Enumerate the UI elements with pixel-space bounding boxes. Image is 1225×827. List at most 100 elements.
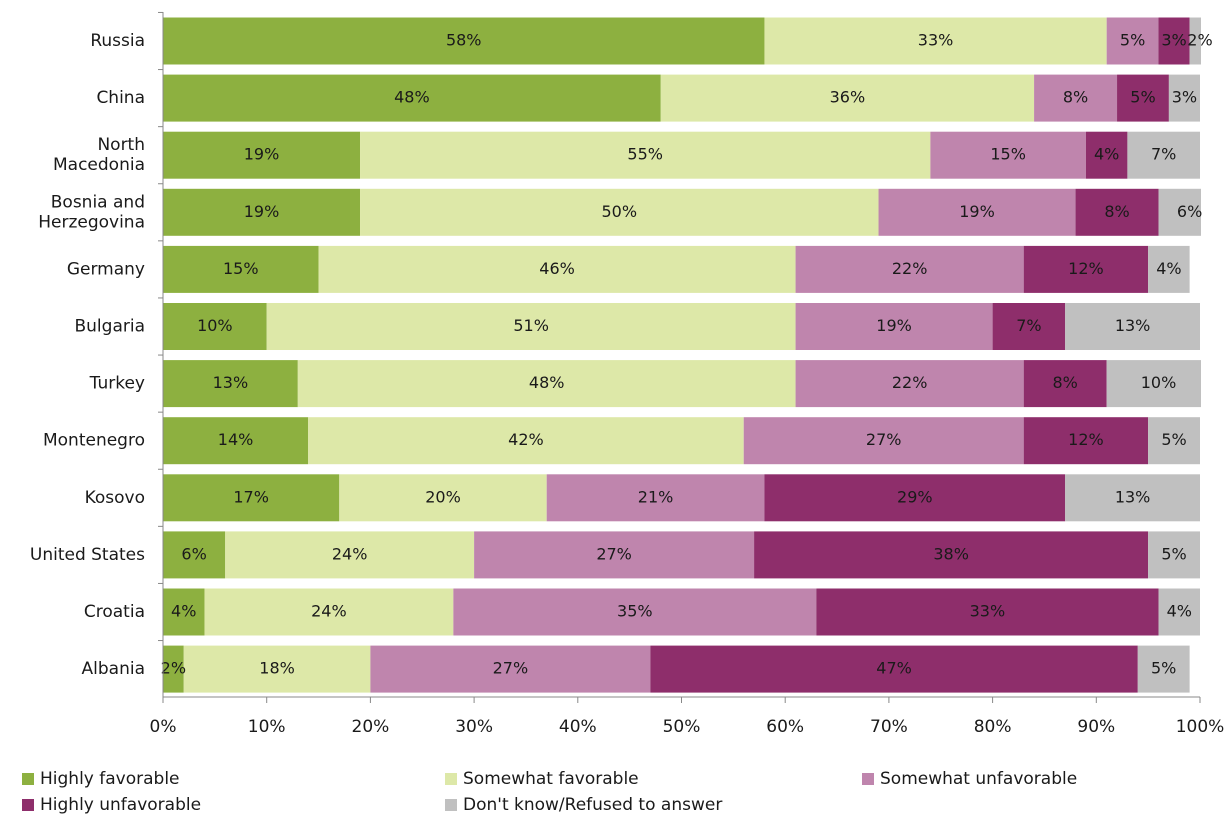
x-tick-label: 10% [248,717,286,737]
data-label: 19% [244,145,280,164]
data-label: 10% [1141,373,1177,392]
bar-segment [992,303,1066,350]
bar-segment [308,417,744,465]
data-label: 18% [259,659,295,678]
bar-segment [163,74,661,122]
bar-segment [163,645,184,693]
bar-segment [163,131,361,179]
data-label: 21% [638,487,674,506]
bar-segment [1148,531,1200,579]
plot-area [163,17,1201,693]
data-label: 8% [1063,88,1088,107]
bar-segment [163,531,226,579]
bar-segment [1117,74,1169,122]
legend-swatch [862,773,874,785]
data-label: 7% [1016,316,1041,335]
data-label: 19% [244,202,280,221]
bar-segment [1085,131,1128,179]
legend-swatch [445,773,457,785]
data-label: 36% [830,88,866,107]
bar-segment [1189,17,1201,65]
legend-label: Somewhat favorable [463,769,639,789]
bar-segment [339,474,547,522]
data-label: 20% [425,487,461,506]
bar-segment [1148,245,1190,293]
bar-segment [360,188,879,236]
bar-segment [163,417,309,465]
bar-segment [183,645,371,693]
bar-segment [546,474,765,522]
bar-segment [1158,188,1201,236]
bar-segment [1065,474,1200,522]
data-label: 33% [970,602,1006,621]
bar-segment [1127,131,1200,179]
data-label: 29% [897,487,933,506]
bar-segment [650,645,1138,693]
bar-segment [1023,360,1107,408]
data-label: 10% [197,316,233,335]
bar-segment [878,188,1076,236]
bar-segment [660,74,1035,122]
data-label: 13% [1115,487,1151,506]
legend-label: Highly favorable [40,769,180,789]
data-label: 19% [959,202,995,221]
data-label: 22% [892,259,928,278]
x-tick-label: 80% [974,717,1012,737]
data-label: 27% [596,544,632,563]
data-label: 8% [1052,373,1077,392]
bar-segment [163,303,267,350]
bar-segment [297,360,796,408]
legend-label: Don't know/Refused to answer [463,795,722,815]
y-tick-label: North Macedonia [53,135,145,175]
bar-segment [163,474,340,522]
bar-segment [764,474,1066,522]
bar-segment [1168,74,1200,122]
data-label: 17% [233,487,269,506]
data-label: 22% [892,373,928,392]
legend-swatch [445,799,457,811]
bar-segment [1158,588,1200,636]
bar-segment [1023,417,1149,465]
bar-segment [1158,17,1190,65]
data-label: 38% [933,544,969,563]
data-label: 7% [1151,145,1176,164]
bar-segment [1106,17,1159,65]
data-label: 8% [1104,202,1129,221]
legend-label: Highly unfavorable [40,795,201,815]
data-label: 15% [223,259,259,278]
data-label: 3% [1161,31,1186,50]
x-tick-label: 40% [559,717,597,737]
bar-segment [474,531,755,579]
y-tick-label: Kosovo [85,488,145,508]
x-tick-label: 20% [352,717,390,737]
bar-segment [204,588,454,636]
y-tick-label: Albania [82,659,145,679]
bar-segment [1065,303,1200,350]
data-label: 51% [513,316,549,335]
data-label: 58% [446,31,482,50]
y-tick-label: Montenegro [43,431,145,451]
data-label: 48% [529,373,565,392]
bar-segment [163,360,298,408]
data-label: 13% [1115,316,1151,335]
bar-segment [370,645,651,693]
y-tick-label: United States [30,545,145,565]
bar-segment [163,188,361,236]
y-tick-label: China [96,88,145,108]
bar-segment [1106,360,1201,408]
data-label: 2% [161,659,186,678]
data-label: 47% [876,659,912,678]
y-tick-label: Turkey [89,374,145,394]
bar-segment [795,303,993,350]
bar-segment [266,303,796,350]
bar-segment [1137,645,1190,693]
bar-segment [816,588,1159,636]
data-label: 5% [1151,659,1176,678]
x-tick-label: 100% [1176,717,1225,737]
data-label: 46% [539,259,575,278]
data-label: 12% [1068,430,1104,449]
data-label: 4% [1167,602,1192,621]
data-label: 3% [1172,88,1197,107]
data-label: 24% [332,544,368,563]
